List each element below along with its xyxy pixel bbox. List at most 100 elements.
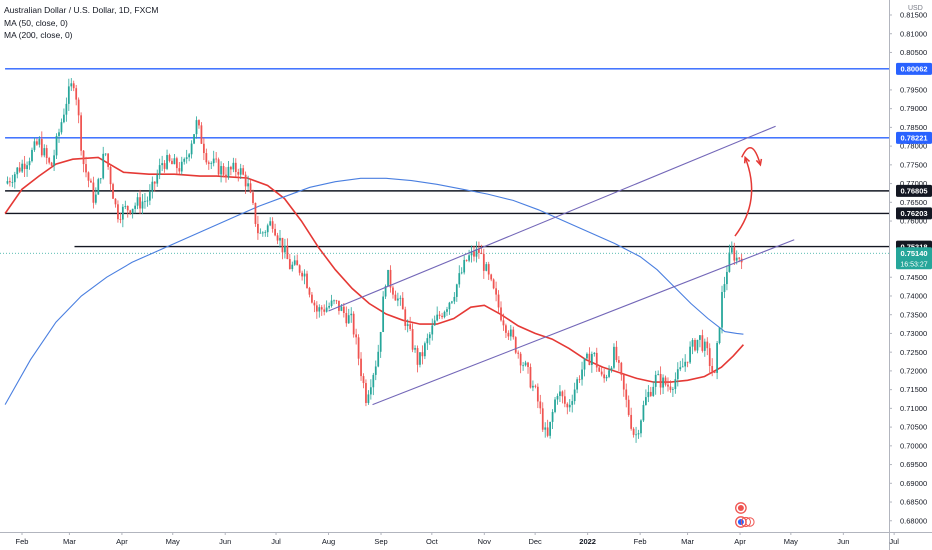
candle-body [276,235,279,241]
candle-body [573,389,576,402]
candle-body [148,191,151,201]
candle-body [195,120,198,135]
candle-body [193,134,195,144]
price-tick-label-22: 0.69000 [900,479,927,488]
price-tick-label-4: 0.79000 [900,104,927,113]
candle-body [72,83,75,89]
candle-body [647,391,650,398]
level-price-label-1: 0.78221 [900,134,927,143]
candle-body [554,399,556,412]
flag-icon-center [737,505,744,511]
projection-arrow-head-0 [743,155,751,164]
projection-arrow-0[interactable] [734,157,753,237]
candle-body [566,403,569,408]
candle-body [532,385,534,388]
candle-body [28,161,31,166]
candle-body [505,325,507,333]
plot-area[interactable] [0,68,889,528]
channel-upper-line[interactable] [328,125,776,312]
candle-body [60,122,63,133]
candle-body [261,232,264,234]
candle-body [232,162,235,170]
candle-body [539,401,542,409]
current-price-label: 0.75140 [900,249,927,258]
candle-body [335,300,338,302]
ma200-line[interactable] [4,177,744,405]
candle-body [53,155,55,166]
candle-body [399,297,402,299]
time-tick-label-11: 2022 [579,537,596,546]
candle-body [82,150,85,165]
candle-body [38,139,41,145]
ma200-legend[interactable]: MA (200, close, 0) [4,30,73,40]
candle-body [487,264,490,275]
candle-body [65,103,68,115]
ma50-legend[interactable]: MA (50, close, 0) [4,17,68,28]
candle-body [419,352,421,365]
candle-body [58,132,60,136]
candle-body [684,361,687,367]
candle-body [524,362,527,366]
candle-body [640,420,642,434]
candle-body [637,433,640,435]
candle-body [392,287,394,295]
candle-body [441,315,443,318]
candle-body [576,379,579,390]
candle-body [681,366,684,368]
channel-lower-line[interactable] [372,239,795,406]
candle-body [247,183,249,187]
level-price-badge-1 [896,131,932,144]
candle-body [23,163,26,170]
candle-body [188,154,191,158]
price-tick-label-11: 0.74500 [900,273,927,282]
candle-body [416,348,419,365]
candle-body [328,306,331,308]
candle-body [281,237,284,253]
candle-body [234,162,237,172]
candle-body [266,225,269,233]
candle-body [225,174,227,178]
candle-body [458,273,461,285]
candle-body [433,320,436,326]
candle-body [512,329,515,338]
candle-body [63,114,65,123]
candle-body [171,160,173,165]
candle-body [701,335,704,351]
time-axis[interactable]: Feb Mar Apr May Jun Jul Aug Sep Oct Nov Dec 2022 Feb… [0,532,932,546]
candle-body [158,165,161,175]
candle-body [48,157,51,163]
candle-body [431,325,434,335]
candle-body [126,205,129,211]
candle-body [92,182,95,203]
candle-body [485,264,488,271]
candle-body [112,184,114,199]
candle-body [259,232,262,234]
candle-body [318,307,321,312]
price-labels: 0.80062 0.78221 0.76805 0.76203 0.753180.751… [896,62,932,270]
price-unit-label: USD [908,5,923,12]
candle-body [291,264,294,270]
candle-body [33,141,36,150]
candle-body [686,361,689,363]
candle-body [443,311,446,318]
level-price-badge-3 [896,207,932,220]
candle-body [134,205,137,209]
candle-body [18,167,21,172]
projection-arrow-1[interactable] [741,147,762,166]
candle-body [583,358,586,370]
candle-body [406,324,409,326]
candle-body [67,86,70,104]
candle-body [492,279,495,289]
candle-body [387,269,389,287]
price-tick-label-15: 0.72500 [900,348,927,357]
candle-body [460,272,463,274]
candle-body [468,255,470,261]
candle-body [593,352,596,354]
ma50-line[interactable] [4,156,744,383]
chart-legend: Australian Dollar / U.S. Dollar, 1D, FXC… [4,4,158,42]
candle-body [436,314,439,321]
candle-body [480,252,483,255]
price-axis[interactable]: 0.81500 0.81000 0.80500 0.79500 0.79000 0.785… [889,0,927,550]
